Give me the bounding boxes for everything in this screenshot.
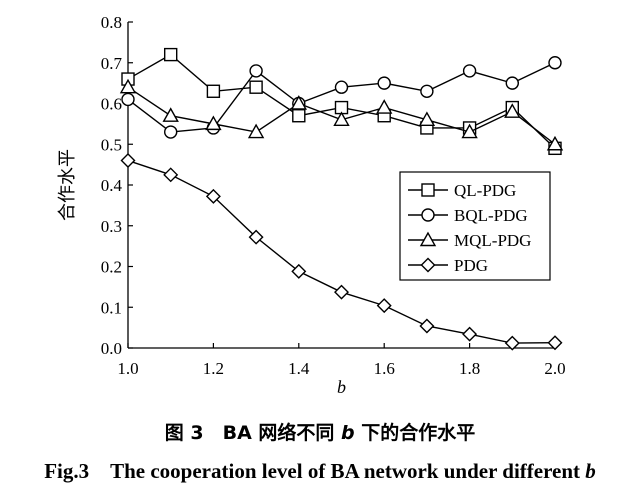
series-group (119, 47, 564, 351)
x-tick-label: 2.0 (544, 359, 565, 378)
data-point (249, 80, 263, 94)
data-point (290, 95, 307, 110)
legend-label: QL-PDG (454, 181, 516, 200)
y-tick-label: 0.0 (101, 339, 122, 358)
data-point (504, 103, 521, 118)
data-point (205, 188, 221, 204)
x-tick-label: 1.2 (203, 359, 224, 378)
data-point (548, 56, 562, 70)
figure-caption-english: Fig.3 The cooperation level of BA networ… (0, 455, 640, 485)
legend: QL-PDG BQL-PDG MQL-PDG PDG (399, 171, 551, 281)
data-point (119, 78, 137, 94)
data-point (376, 298, 392, 314)
y-tick-label: 0.7 (101, 54, 123, 73)
data-point (461, 123, 478, 139)
data-point (121, 92, 135, 107)
y-tick-label: 0.4 (101, 176, 123, 195)
y-tick-label: 0.8 (101, 13, 122, 32)
data-point (546, 135, 564, 151)
data-point (418, 111, 436, 127)
data-point (248, 229, 264, 245)
x-axis-label: b (337, 377, 346, 397)
legend-label: BQL-PDG (454, 206, 528, 225)
x-tick-label: 1.8 (459, 359, 480, 378)
y-tick-label: 0.6 (101, 95, 122, 114)
caption-en-variable: b (585, 459, 596, 483)
data-point (505, 76, 519, 90)
legend-label: PDG (454, 256, 488, 275)
y-axis-label: 合作水平 (57, 149, 77, 221)
legend-marker (421, 208, 435, 222)
data-point (292, 109, 306, 123)
legend-label: MQL-PDG (454, 231, 531, 250)
caption-zh-variable: b (341, 422, 355, 444)
data-point (163, 167, 179, 183)
data-point (120, 153, 136, 169)
data-point (377, 76, 391, 90)
x-axis-ticks: 1.0 1.2 1.4 1.6 1.8 2.0 (117, 343, 566, 378)
caption-en-prefix: Fig.3 The cooperation level of BA networ… (44, 459, 586, 483)
legend-item: BQL-PDG (408, 206, 528, 225)
y-tick-label: 0.3 (101, 217, 122, 236)
series-pdg (120, 153, 563, 351)
data-point (291, 263, 307, 279)
data-point (162, 107, 179, 122)
data-point (376, 99, 393, 114)
series-mql-pdg (119, 78, 564, 151)
data-point (205, 115, 222, 131)
legend-marker (420, 257, 436, 273)
y-axis-ticks: 0.0 0.1 0.2 0.3 0.4 0.5 0.6 0.7 0.8 (101, 13, 133, 358)
data-point (163, 125, 178, 139)
data-point (247, 123, 265, 139)
data-point (333, 111, 350, 127)
legend-item: QL-PDG (408, 181, 516, 200)
data-point (462, 64, 477, 78)
caption-zh-suffix: 下的合作水平 (354, 422, 476, 444)
figure-caption-chinese: 图 3 BA 网络不同 b 下的合作水平 (0, 418, 640, 445)
data-point (504, 335, 520, 351)
data-point (547, 335, 563, 351)
legend-marker (421, 183, 435, 197)
data-point (419, 318, 435, 334)
y-tick-label: 0.5 (101, 135, 122, 154)
data-point (462, 326, 478, 342)
data-point (163, 47, 178, 62)
data-point (249, 64, 263, 78)
data-point (420, 84, 434, 98)
chart: 1.0 1.2 1.4 1.6 1.8 2.0 0.0 0.1 0.2 0.3 0.4 0.5 0.6… (57, 13, 566, 397)
x-tick-label: 1.4 (288, 359, 310, 378)
legend-marker (419, 231, 437, 247)
series-ql-pdg (121, 47, 562, 156)
legend-item: MQL-PDG (408, 231, 531, 250)
y-tick-label: 0.2 (101, 258, 122, 277)
legend-item: PDG (408, 256, 488, 275)
caption-zh-prefix: 图 3 BA 网络不同 (164, 422, 342, 444)
y-tick-label: 0.1 (101, 298, 122, 317)
data-point (334, 80, 349, 94)
data-point (334, 284, 349, 300)
x-tick-label: 1.6 (374, 359, 395, 378)
x-tick-label: 1.0 (117, 359, 138, 378)
data-point (206, 84, 221, 98)
